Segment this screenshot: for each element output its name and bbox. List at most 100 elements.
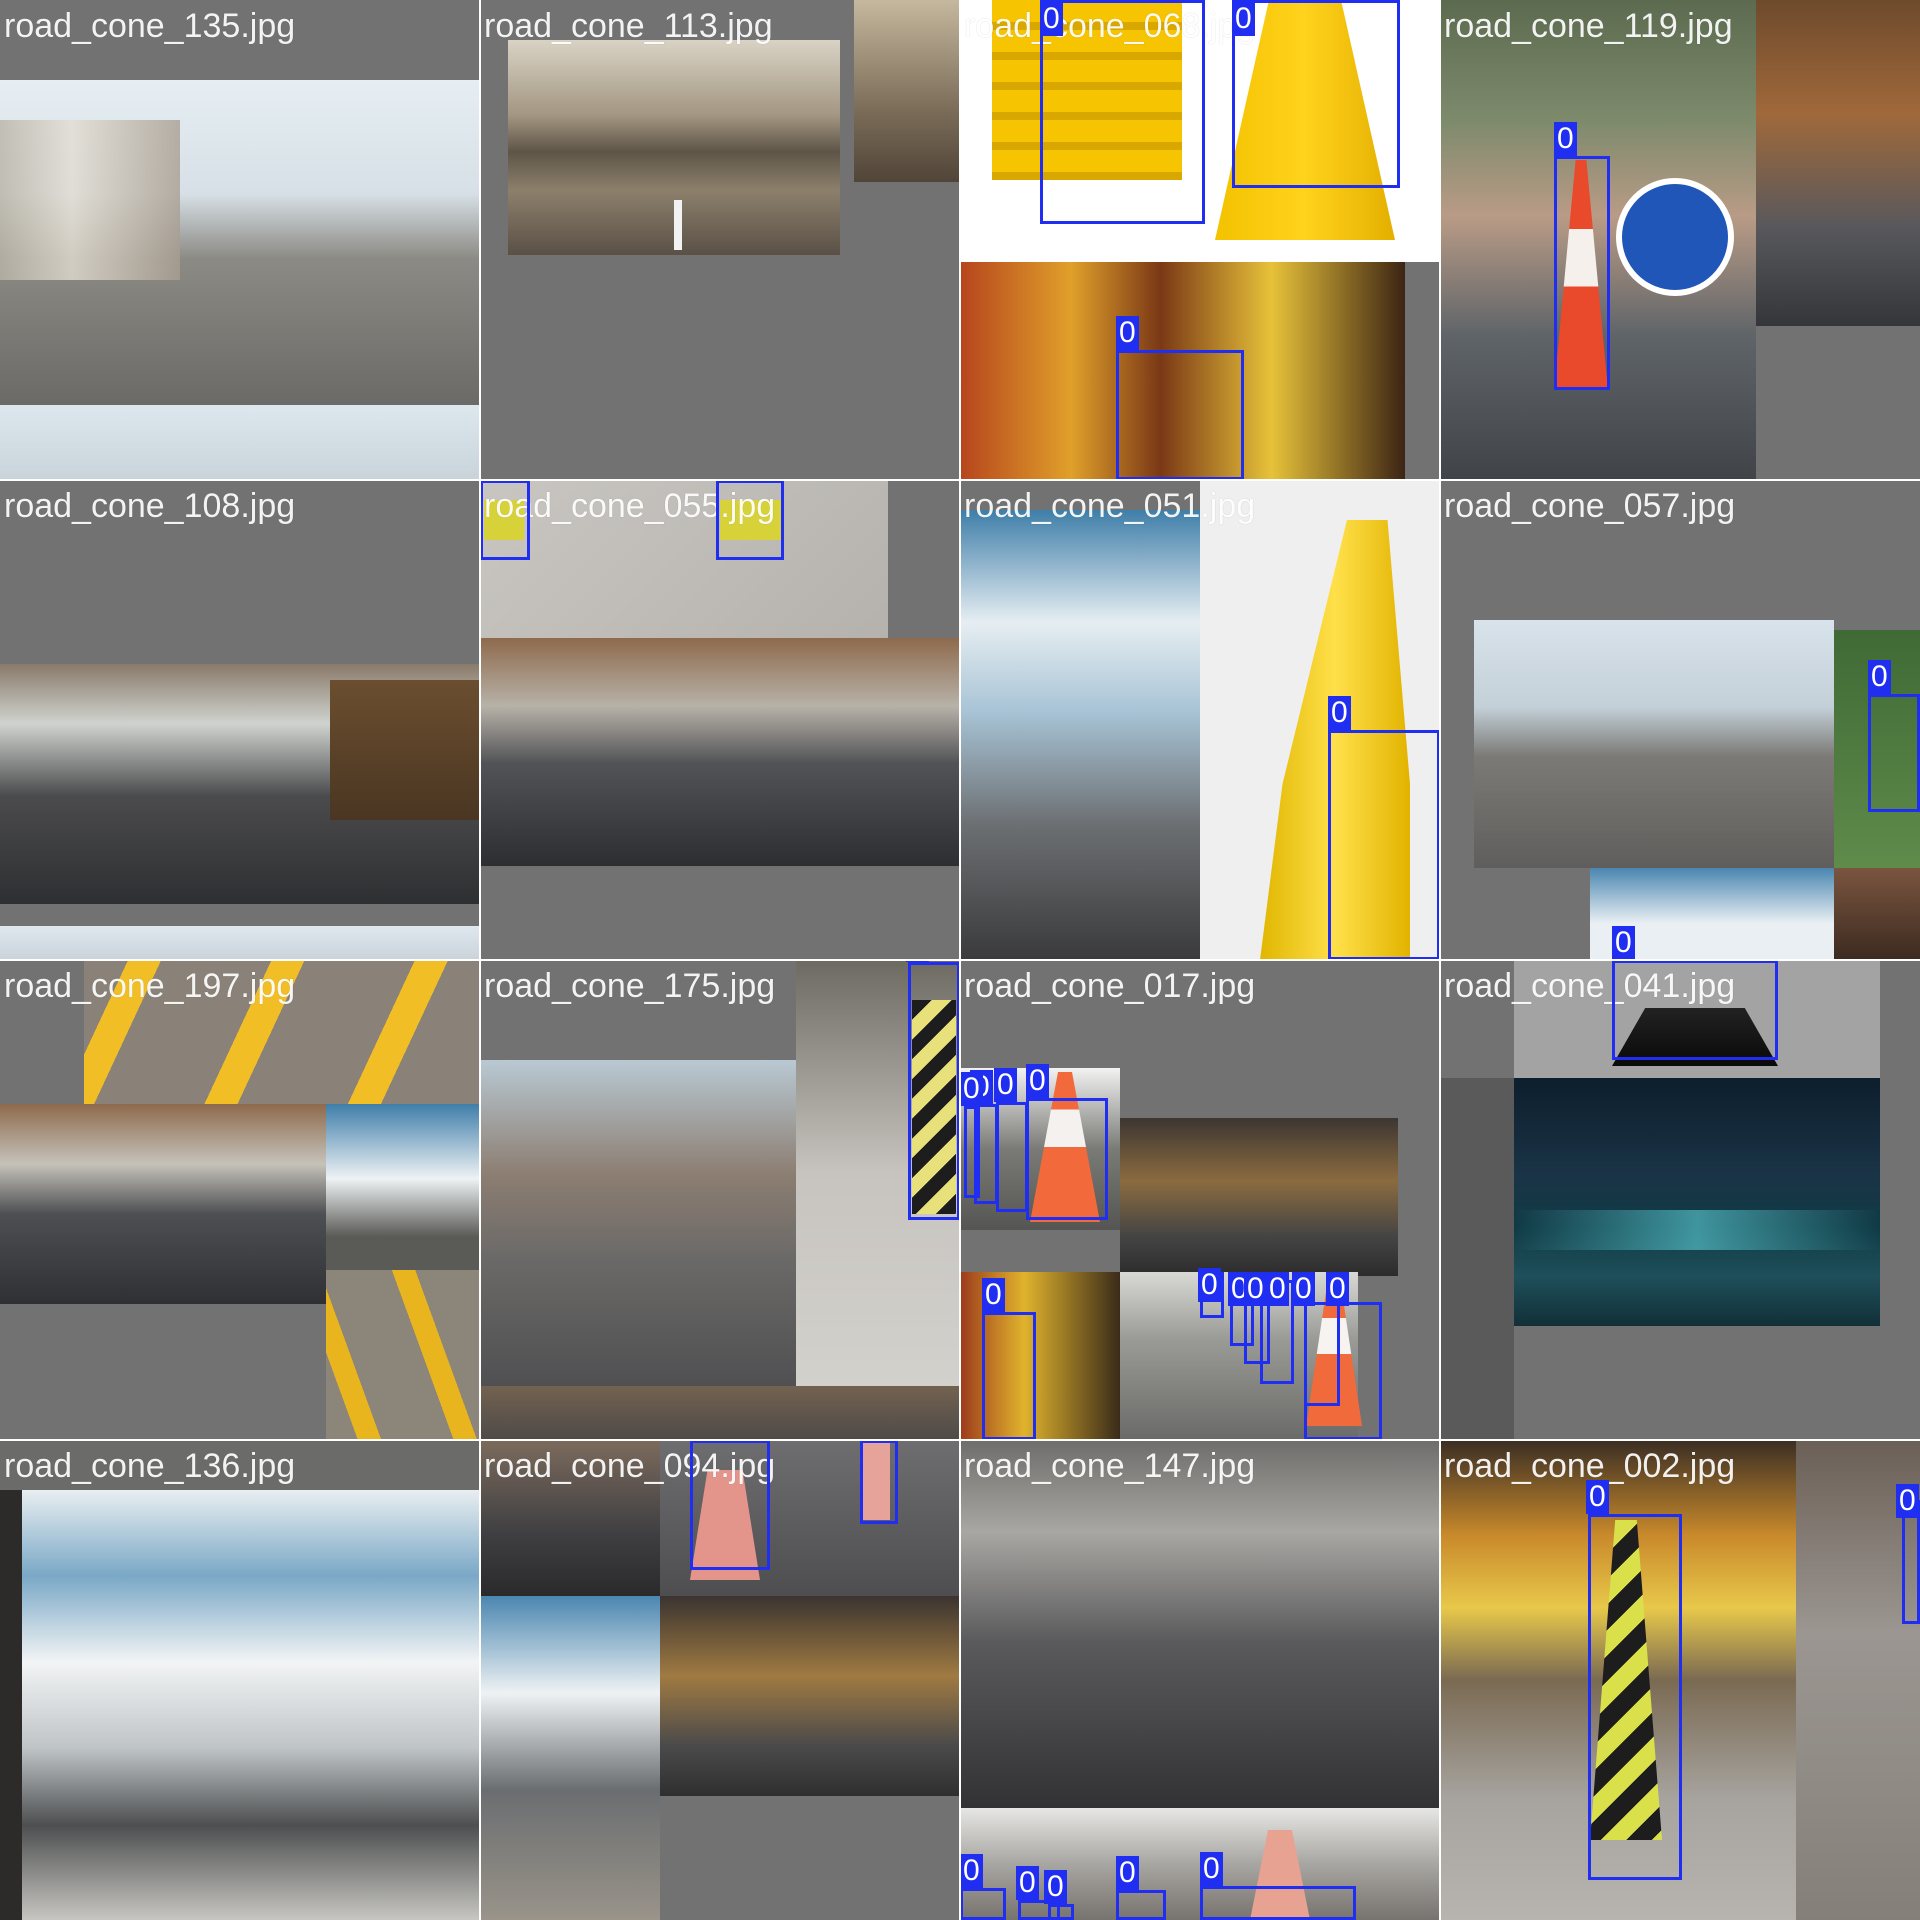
- mosaic-tile: road_cone_136.jpg: [0, 1440, 480, 1920]
- street-cars-photo: [480, 638, 960, 866]
- road-glow: [1514, 1210, 1880, 1250]
- detection-box: [480, 480, 530, 560]
- detection-box: [1040, 0, 1205, 224]
- yellow-cone-base: [720, 500, 782, 540]
- detection-box: [960, 1888, 1006, 1920]
- detection-box: [982, 1312, 1036, 1440]
- sky-strip: [0, 926, 480, 960]
- city-street-photo: [480, 1060, 796, 1386]
- sky-city-road-photo: [22, 1490, 480, 1920]
- detection-box: [1116, 350, 1244, 480]
- street-cars-photo: [960, 1440, 1440, 1808]
- class-label: 0: [1040, 2, 1063, 36]
- class-label: 0: [1868, 660, 1891, 694]
- mosaic-tile: road_cone_197.jpg: [0, 960, 480, 1440]
- class-label: 0: [960, 1072, 983, 1106]
- dark-strip: [1440, 1078, 1514, 1440]
- detection-box: [1048, 1904, 1074, 1920]
- mosaic-tile: 0 0 road_cone_094.jpg: [480, 1440, 960, 1920]
- sky-city-photo: [326, 1104, 480, 1270]
- street-photo: [480, 1386, 960, 1440]
- class-label: 0: [960, 1854, 983, 1888]
- mosaic-tile: 0 0 0 road_cone_068.jpg: [960, 0, 1440, 480]
- detection-box: [1116, 1890, 1166, 1920]
- mosaic-tile: 0 road_cone_041.jpg: [1440, 960, 1920, 1440]
- blue-sign: [1616, 178, 1734, 296]
- class-label: 0: [1244, 1272, 1267, 1306]
- tile-caption: road_cone_135.jpg: [4, 7, 296, 45]
- mosaic-tile: 0 road_cone_051.jpg: [960, 480, 1440, 960]
- class-label: 0: [982, 1278, 1005, 1312]
- class-label: 0: [1328, 696, 1351, 730]
- detection-box: [1554, 156, 1610, 390]
- tile-caption: road_cone_041.jpg: [1444, 967, 1736, 1005]
- mosaic-tile: 0 road_cone_119.jpg: [1440, 0, 1920, 480]
- night-city-photo: [1514, 1078, 1880, 1326]
- yellow-cone-stack: [992, 0, 1182, 180]
- grid-divider: [0, 479, 1920, 481]
- mosaic-tile: 0 0 road_cone_057.jpg: [1440, 480, 1920, 960]
- road-cloud-photo: [854, 0, 960, 182]
- detection-box: [716, 480, 784, 560]
- striped-cone: [912, 1000, 956, 1214]
- class-label: 0: [1232, 2, 1255, 36]
- class-label: 0: [1016, 1866, 1039, 1900]
- car-photo: [1756, 0, 1920, 326]
- detection-box: [974, 1104, 998, 1204]
- tile-caption: road_cone_094.jpg: [484, 1447, 776, 1485]
- tile-caption: road_cone_057.jpg: [1444, 487, 1736, 525]
- street-cars-photo: [480, 1440, 660, 1596]
- taxi-street-photo: [660, 1596, 960, 1796]
- sky-photo: [0, 405, 480, 480]
- safety-storage-photo: [960, 262, 1405, 480]
- mosaic-tile: 0 0 road_cone_055.jpg: [480, 480, 960, 960]
- mosaic-tile: 0 road_cone_175.jpg: [480, 960, 960, 1440]
- tile-caption: road_cone_055.jpg: [484, 487, 776, 525]
- class-label: 0: [1554, 122, 1577, 156]
- detection-box: [996, 1102, 1028, 1212]
- detection-box: [690, 1440, 770, 1570]
- street-photo: [1796, 1440, 1920, 1920]
- road-lines-photo: [84, 960, 480, 1104]
- pavement-photo: [480, 480, 888, 638]
- building-photo: [0, 120, 180, 280]
- tile-caption: road_cone_175.jpg: [484, 967, 776, 1005]
- pink-cone: [860, 1440, 890, 1520]
- tile-caption: road_cone_068.jpg: [964, 7, 1256, 45]
- detection-box: [908, 962, 960, 1220]
- detection-box: [1232, 0, 1400, 188]
- class-label: 0: [1326, 1272, 1349, 1306]
- sky-road-photo: [480, 1596, 660, 1920]
- class-label: 0: [1586, 1480, 1609, 1514]
- class-label: 0: [1200, 1852, 1223, 1886]
- sky-city-photo: [960, 510, 1200, 960]
- car: [330, 680, 480, 820]
- detection-box: [860, 1440, 898, 1524]
- mosaic-tile: 0 0 0 0 0 0 0 0 0 0 0 road_cone_017.jpg: [960, 960, 1440, 1440]
- grid-divider: [0, 1439, 1920, 1441]
- class-label: 0: [1044, 1870, 1067, 1904]
- detection-box: [1018, 1900, 1060, 1920]
- tile-caption: road_cone_108.jpg: [4, 487, 296, 525]
- class-label: 0: [1198, 1268, 1221, 1302]
- class-label: 0: [1026, 1064, 1049, 1098]
- tile-caption: road_cone_051.jpg: [964, 487, 1256, 525]
- road-marking: [674, 200, 682, 250]
- class-label: 0: [1292, 1272, 1315, 1306]
- tile-caption: road_cone_002.jpg: [1444, 1447, 1736, 1485]
- mosaic-tile: 0 0 0 0 0 road_cone_147.jpg: [960, 1440, 1440, 1920]
- street-cars-photo: [0, 1104, 326, 1304]
- tile-caption: road_cone_113.jpg: [484, 7, 773, 45]
- class-label: 0: [1896, 1484, 1919, 1518]
- detection-box: [1868, 694, 1920, 812]
- class-label: 0: [1116, 1856, 1139, 1890]
- tile-caption: road_cone_119.jpg: [1444, 7, 1733, 45]
- class-label: 0: [1266, 1272, 1289, 1306]
- class-label: 0: [1116, 316, 1139, 350]
- grid-divider: [0, 959, 1920, 961]
- street-photo: [1474, 620, 1834, 868]
- class-label: 0: [994, 1068, 1017, 1102]
- detection-box: [1588, 1514, 1682, 1880]
- mosaic-tile: road_cone_135.jpg: [0, 0, 480, 480]
- road-strip: [0, 1440, 480, 1490]
